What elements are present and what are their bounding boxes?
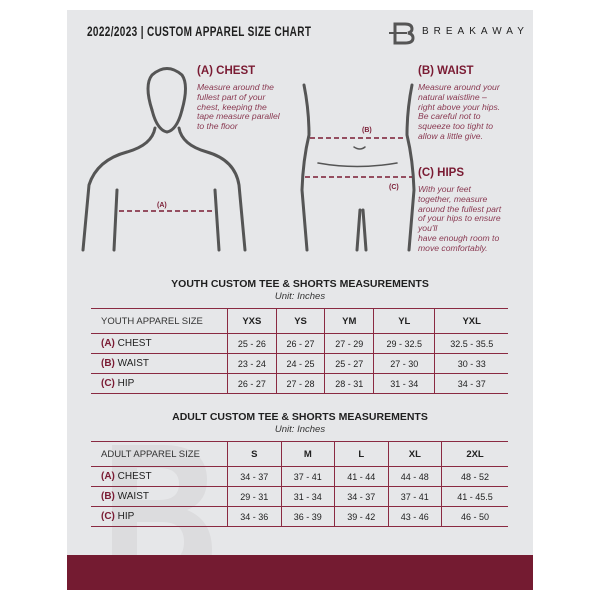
size-header-label: YOUTH APPAREL SIZE bbox=[91, 308, 228, 334]
youth-section-title: YOUTH CUSTOM TEE & SHORTS MEASUREMENTS bbox=[171, 278, 429, 290]
table-cell: 31 - 34 bbox=[373, 373, 435, 394]
table-cell: 44 - 48 bbox=[387, 466, 442, 487]
table-header-row: YOUTH APPAREL SIZE YXS YS YM YL YXL bbox=[91, 308, 508, 334]
chest-heading: (A) CHEST bbox=[197, 65, 256, 77]
waist-heading: (B) WAIST bbox=[418, 65, 474, 77]
table-cell: 37 - 41 bbox=[387, 486, 442, 507]
table-row: (B) WAIST 29 - 31 31 - 34 34 - 37 37 - 41 41 … bbox=[91, 486, 508, 507]
measurement-name: HIP bbox=[117, 511, 135, 522]
measurement-label: (A) CHEST bbox=[91, 333, 228, 354]
waist-marker: (B) bbox=[362, 127, 372, 134]
waist-description: Measure around your natural waistline – … bbox=[418, 82, 501, 141]
measurement-key: (B) bbox=[101, 491, 115, 502]
measurement-name: HIP bbox=[117, 378, 135, 389]
footer-band bbox=[67, 555, 533, 590]
adult-section-title: ADULT CUSTOM TEE & SHORTS MEASUREMENTS bbox=[172, 411, 428, 423]
measurement-key: (A) bbox=[101, 471, 115, 482]
measurement-name: WAIST bbox=[117, 491, 149, 502]
table-cell: 24 - 25 bbox=[275, 353, 325, 374]
page-title: 2022/2023 | CUSTOM APPAREL SIZE CHART bbox=[87, 24, 312, 39]
table-row: (A) CHEST 34 - 37 37 - 41 41 - 44 44 - 48 48 … bbox=[91, 466, 508, 487]
youth-unit: Unit: Inches bbox=[274, 291, 326, 302]
table-cell: 25 - 27 bbox=[324, 353, 374, 374]
table-cell: 48 - 52 bbox=[441, 466, 508, 487]
table-row: (C) HIP 34 - 36 36 - 39 39 - 42 43 - 46 46 - … bbox=[91, 506, 508, 527]
size-column-header: YL bbox=[373, 308, 435, 334]
table-cell: 26 - 27 bbox=[275, 333, 325, 354]
upper-body-figure bbox=[81, 67, 247, 252]
measurement-key: (C) bbox=[101, 511, 115, 522]
measurement-key: (B) bbox=[101, 358, 115, 369]
table-cell: 34 - 37 bbox=[227, 466, 282, 487]
measurement-name: WAIST bbox=[117, 358, 149, 369]
youth-size-table: YOUTH APPAREL SIZE YXS YS YM YL YXL (A) CHEST 2… bbox=[91, 308, 508, 394]
table-cell: 25 - 26 bbox=[227, 333, 277, 354]
hips-heading: (C) HIPS bbox=[418, 167, 464, 179]
measurement-label: (C) HIP bbox=[91, 506, 228, 527]
adult-unit: Unit: Inches bbox=[274, 424, 326, 435]
size-column-header: XL bbox=[387, 441, 442, 467]
table-cell: 34 - 36 bbox=[227, 506, 282, 527]
size-column-header: YS bbox=[275, 308, 325, 334]
measurement-label: (A) CHEST bbox=[91, 466, 228, 487]
table-cell: 27 - 29 bbox=[324, 333, 374, 354]
size-header-label: ADULT APPAREL SIZE bbox=[91, 441, 228, 467]
hips-description: With your feet together, measure around … bbox=[418, 184, 502, 253]
measurement-label: (B) WAIST bbox=[91, 353, 228, 374]
table-row: (A) CHEST 25 - 26 26 - 27 27 - 29 29 - 32.5 3… bbox=[91, 333, 508, 354]
size-chart-page: 2022/2023 | CUSTOM APPAREL SIZE CHART BR… bbox=[67, 10, 533, 590]
table-cell: 31 - 34 bbox=[280, 486, 335, 507]
table-cell: 26 - 27 bbox=[227, 373, 277, 394]
table-cell: 43 - 46 bbox=[387, 506, 442, 527]
table-cell: 28 - 31 bbox=[324, 373, 374, 394]
table-cell: 29 - 32.5 bbox=[373, 333, 435, 354]
lower-body-figure bbox=[300, 83, 416, 252]
table-cell: 37 - 41 bbox=[280, 466, 335, 487]
size-column-header: YXS bbox=[227, 308, 277, 334]
table-cell: 32.5 - 35.5 bbox=[434, 333, 508, 354]
table-cell: 41 - 44 bbox=[334, 466, 389, 487]
measurement-label: (C) HIP bbox=[91, 373, 228, 394]
table-cell: 29 - 31 bbox=[227, 486, 282, 507]
table-cell: 27 - 30 bbox=[373, 353, 435, 374]
table-cell: 27 - 28 bbox=[275, 373, 325, 394]
table-row: (C) HIP 26 - 27 27 - 28 28 - 31 31 - 34 34 - … bbox=[91, 373, 508, 394]
measurement-key: (A) bbox=[101, 338, 115, 349]
table-cell: 41 - 45.5 bbox=[441, 486, 508, 507]
size-column-header: S bbox=[227, 441, 282, 467]
table-row: (B) WAIST 23 - 24 24 - 25 25 - 27 27 - 30 30 … bbox=[91, 353, 508, 374]
size-column-header: YXL bbox=[434, 308, 508, 334]
measurement-name: CHEST bbox=[117, 471, 152, 482]
table-cell: 36 - 39 bbox=[280, 506, 335, 527]
table-cell: 23 - 24 bbox=[227, 353, 277, 374]
size-column-header: L bbox=[334, 441, 389, 467]
breakaway-logo-icon bbox=[389, 22, 415, 45]
table-header-row: ADULT APPAREL SIZE S M L XL 2XL bbox=[91, 441, 508, 467]
body-measurement-figures: (A) (B) (C) bbox=[81, 67, 416, 252]
size-column-header: M bbox=[280, 441, 335, 467]
brand-name: BREAKAWAY bbox=[422, 26, 529, 37]
measurement-key: (C) bbox=[101, 378, 115, 389]
chest-description: Measure around the fullest part of your … bbox=[197, 82, 280, 132]
chest-marker: (A) bbox=[157, 202, 167, 209]
table-cell: 34 - 37 bbox=[334, 486, 389, 507]
size-column-header: YM bbox=[324, 308, 374, 334]
table-cell: 34 - 37 bbox=[434, 373, 508, 394]
measurement-label: (B) WAIST bbox=[91, 486, 228, 507]
hips-marker: (C) bbox=[389, 184, 399, 191]
size-column-header: 2XL bbox=[441, 441, 508, 467]
table-cell: 39 - 42 bbox=[334, 506, 389, 527]
table-cell: 30 - 33 bbox=[434, 353, 508, 374]
adult-size-table: ADULT APPAREL SIZE S M L XL 2XL (A) CHEST 34 - … bbox=[91, 441, 508, 527]
table-cell: 46 - 50 bbox=[441, 506, 508, 527]
measurement-name: CHEST bbox=[117, 338, 152, 349]
